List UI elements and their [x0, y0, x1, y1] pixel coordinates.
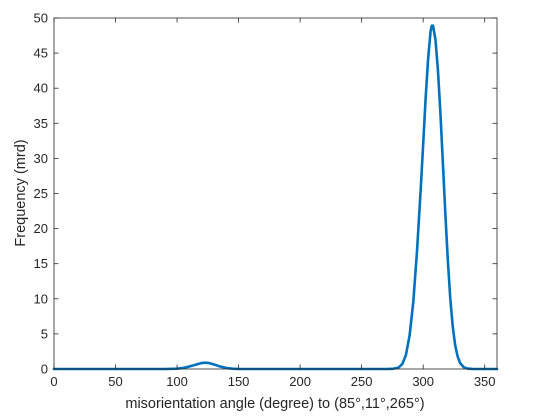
y-axis-label: Frequency (mrd): [13, 139, 29, 246]
x-tick-label: 200: [289, 374, 311, 389]
y-tick-label: 15: [34, 256, 48, 271]
series-line-0: [52, 24, 499, 371]
y-tick-label: 40: [34, 81, 48, 96]
y-tick-label: 20: [34, 221, 48, 236]
x-tick-label: 50: [108, 374, 122, 389]
y-tick-label: 10: [34, 291, 48, 306]
x-tick-label: 0: [50, 374, 57, 389]
x-tick-label: 150: [228, 374, 250, 389]
y-tick-label: 35: [34, 116, 48, 131]
x-tick-label: 350: [474, 374, 496, 389]
y-tick-label: 25: [34, 186, 48, 201]
y-tick-label: 5: [41, 326, 48, 341]
y-tick-label: 45: [34, 46, 48, 61]
y-tick-label: 0: [41, 362, 48, 377]
axes: 0 50 100 150 200 250 300 350 0 5 10 15 20 25 30 35 40 45 5…: [34, 11, 498, 389]
x-tick-label: 100: [166, 374, 188, 389]
x-tick-label: 300: [412, 374, 434, 389]
x-axis-label: misorientation angle (degree) to (85°,11…: [125, 396, 424, 412]
y-tick-label: 30: [34, 151, 48, 166]
plot-area: [52, 24, 499, 371]
x-tick-label: 250: [351, 374, 373, 389]
y-tick-label: 50: [34, 11, 48, 26]
